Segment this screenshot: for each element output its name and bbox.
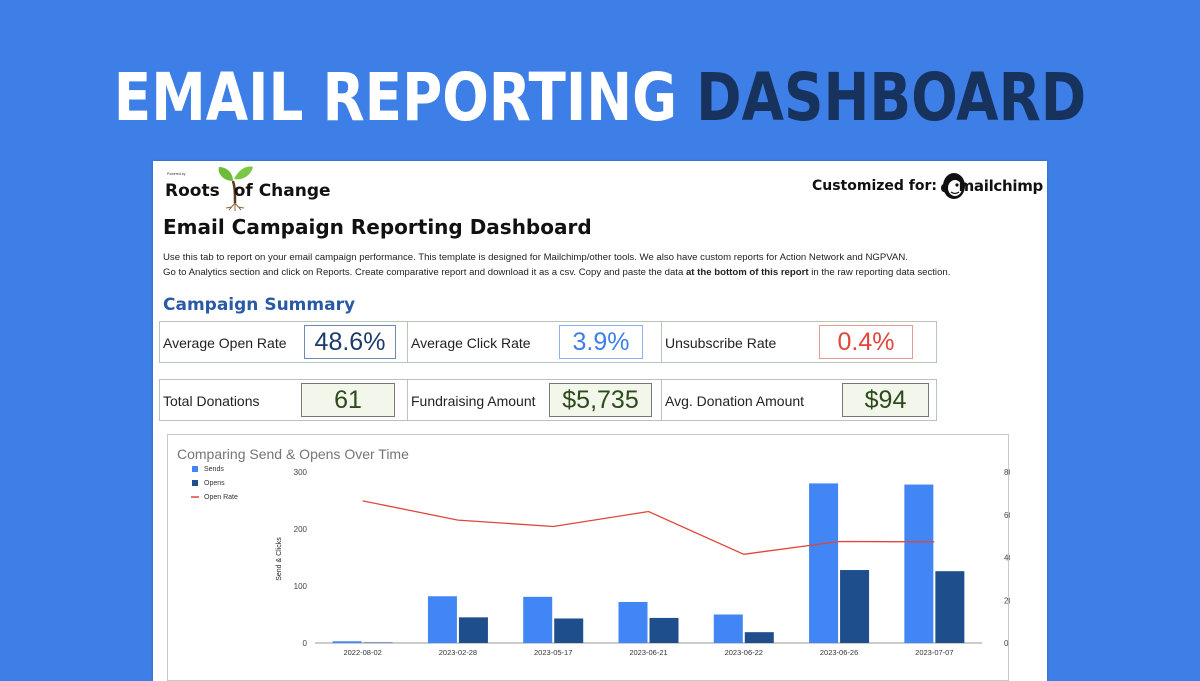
legend-label: Opens: [204, 480, 225, 487]
roots-of-change-logo: Powered by Roots of Change: [165, 163, 355, 213]
kpi-value: 3.9%: [559, 325, 643, 359]
bar-opens: [840, 570, 870, 643]
instructions-line-2-end: in the raw reporting data section.: [808, 267, 951, 278]
kpi-label: Total Donations: [163, 393, 260, 409]
y-tick-label: 200: [294, 525, 308, 534]
kpi-row-donations: Total Donations 61 Fundraising Amount $5…: [159, 379, 937, 421]
kpi-open-rate: Average Open Rate 48.6%: [160, 322, 408, 362]
instructions-line-2-start: Go to Analytics section and click on Rep…: [163, 267, 686, 278]
mailchimp-freddie-icon: [941, 173, 965, 199]
kpi-value: 0.4%: [819, 325, 913, 359]
bar-sends: [618, 601, 648, 643]
report-sheet: Powered by Roots of Change Customized for…: [153, 161, 1047, 681]
x-tick-label: 2023-06-21: [629, 648, 667, 657]
y-tick-label: 100: [294, 582, 308, 591]
kpi-total-donations: Total Donations 61: [160, 380, 408, 420]
kpi-label: Unsubscribe Rate: [665, 335, 777, 351]
kpi-click-rate: Average Click Rate 3.9%: [408, 322, 662, 362]
banner-title-part2: DASHBOARD: [696, 59, 1087, 136]
kpi-avg-donation: Avg. Donation Amount $94: [662, 380, 936, 420]
line-open-rate: [362, 500, 935, 555]
banner-title: EMAIL REPORTING DASHBOARD: [102, 52, 1098, 144]
bar-sends: [523, 596, 553, 643]
y-axis-title: Send & Clicks: [276, 537, 283, 581]
brand-word-change: of Change: [233, 181, 331, 201]
kpi-value: $94: [842, 383, 929, 417]
chart-title: Comparing Send & Opens Over Time: [177, 446, 409, 462]
campaign-summary-heading: Campaign Summary: [163, 295, 356, 315]
bar-opens: [649, 617, 679, 643]
kpi-fundraising-amount: Fundraising Amount $5,735: [408, 380, 662, 420]
brand-name: Roots of Change: [165, 181, 331, 201]
bar-sends: [809, 483, 839, 643]
legend-label: Sends: [204, 466, 224, 473]
mailchimp-wordmark: mailchimp: [958, 177, 1044, 195]
kpi-label: Fundraising Amount: [411, 393, 536, 409]
kpi-value: 61: [301, 383, 395, 417]
powered-by-text: Powered by: [167, 172, 186, 176]
x-tick-label: 2023-06-26: [820, 648, 858, 657]
y2-tick-label: 40: [1004, 554, 1010, 563]
y2-tick-label: 60: [1004, 511, 1010, 520]
bar-opens: [935, 571, 965, 643]
kpi-label: Average Open Rate: [163, 335, 287, 351]
sends-opens-chart: Comparing Send & Opens Over Time 0 100 200…: [167, 434, 1010, 681]
customized-for-label: Customized for:: [811, 178, 937, 194]
brand-word-roots: Roots: [165, 181, 220, 201]
y-tick-label: 0: [303, 639, 308, 648]
bar-sends: [904, 484, 934, 643]
kpi-value: $5,735: [549, 383, 652, 417]
instructions-line-1: Use this tab to report on your email cam…: [163, 252, 908, 263]
x-tick-label: 2023-02-28: [439, 648, 477, 657]
bar-sends: [332, 641, 362, 643]
x-tick-label: 2022-08-02: [343, 648, 381, 657]
bar-sends: [427, 596, 457, 643]
customized-for: Customized for: mailchimp: [787, 171, 1047, 205]
bar-sends: [713, 614, 743, 643]
kpi-label: Average Click Rate: [411, 335, 531, 351]
bar-opens: [554, 618, 584, 643]
instructions-line-2-bold: at the bottom of this report: [685, 267, 809, 278]
y2-tick-label: 20: [1004, 596, 1010, 605]
sprout-icon: [218, 166, 253, 211]
kpi-unsubscribe-rate: Unsubscribe Rate 0.4%: [662, 322, 936, 362]
kpi-value: 48.6%: [304, 325, 396, 359]
kpi-row-rates: Average Open Rate 48.6% Average Click Ra…: [159, 321, 937, 363]
legend-swatch: [192, 480, 198, 486]
x-tick-label: 2023-06-22: [725, 648, 763, 657]
banner-title-part1: EMAIL REPORTING: [113, 59, 678, 136]
instructions: Use this tab to report on your email cam…: [163, 250, 950, 280]
bar-opens: [458, 617, 488, 643]
y2-tick-label: 0: [1004, 639, 1009, 648]
kpi-label: Avg. Donation Amount: [665, 393, 805, 409]
legend-swatch: [192, 466, 198, 472]
y2-tick-label: 80: [1004, 468, 1010, 477]
bar-opens: [363, 642, 393, 643]
x-tick-label: 2023-07-07: [915, 648, 953, 657]
bar-opens: [744, 632, 774, 643]
instructions-line-2: Go to Analytics section and click on Rep…: [163, 265, 950, 280]
y-tick-label: 300: [294, 468, 308, 477]
page-title: Email Campaign Reporting Dashboard: [163, 215, 592, 239]
x-tick-label: 2023-05-17: [534, 648, 572, 657]
chart-plot: 0 100 200 300 0 20 40 60 80 Send & Clicks Open Rat…: [191, 466, 1010, 657]
legend-label: Open Rate: [204, 494, 238, 501]
